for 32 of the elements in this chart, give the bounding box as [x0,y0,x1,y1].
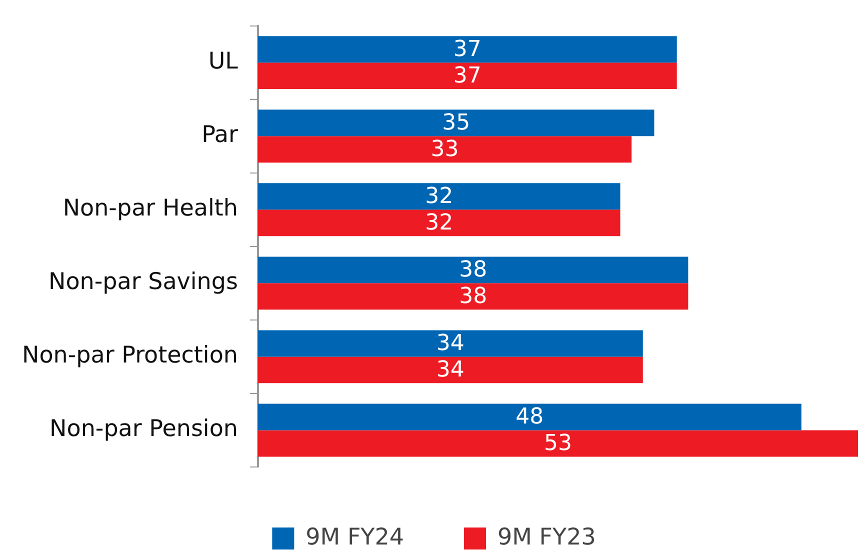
y-tick-label: UL [208,48,238,75]
data-label: 35 [442,110,470,136]
y-tick-label: Non-par Savings [48,269,238,296]
y-tick-label: Par [202,122,239,148]
y-tick-label: Non-par Protection [22,342,238,369]
y-tick-label: Non-par Health [62,196,238,222]
bar [258,256,688,284]
bar [258,110,654,136]
data-label: 48 [516,404,544,430]
data-label: 33 [430,137,459,162]
bar [258,404,802,430]
bar [258,330,643,357]
data-label: 37 [453,64,482,89]
bar [258,183,620,210]
bar [258,430,858,457]
bar [258,356,643,384]
bar [258,283,688,310]
y-tick-label: Non-par Pension [50,416,238,442]
data-label: 38 [459,284,488,310]
data-label: 38 [459,258,488,283]
data-label: 37 [453,37,482,62]
data-label: 34 [436,358,464,383]
bar [258,210,620,236]
bar [258,36,677,63]
data-label: 32 [425,184,454,210]
data-label: 34 [436,331,464,356]
legend-label: 9M FY23 [498,524,596,550]
data-label: 32 [425,210,454,236]
bar [258,136,632,163]
data-label: 53 [544,431,572,456]
legend-label: 9M FY24 [306,524,404,550]
bar [258,62,677,90]
